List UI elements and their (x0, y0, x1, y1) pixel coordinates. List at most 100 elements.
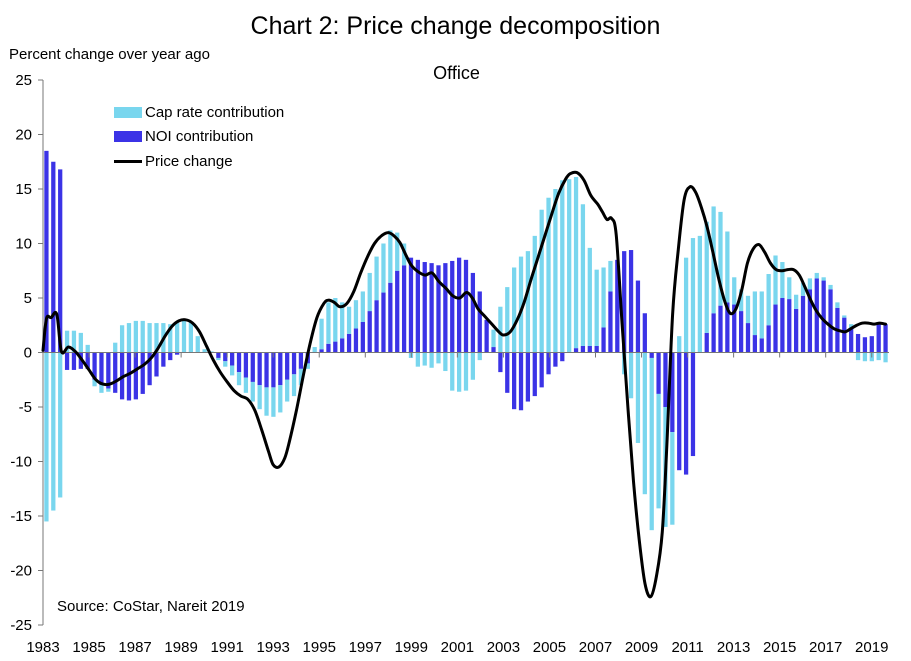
chart-title: Chart 2: Price change decomposition (250, 12, 661, 40)
noi-bar (580, 345, 586, 353)
axes-group (38, 79, 889, 626)
cap-rate-bar (704, 221, 709, 333)
cap-rate-bar (250, 381, 255, 402)
cap-rate-bar (690, 238, 696, 353)
cap-rate-bar (374, 256, 379, 301)
x-tick-label: 2007 (579, 639, 612, 656)
cap-rate-bar (92, 379, 97, 387)
cap-rate-bar (64, 330, 70, 353)
noi-bar (759, 338, 764, 353)
cap-rate-bar (491, 329, 496, 348)
noi-bar (560, 352, 565, 362)
cap-rate-bar (725, 231, 730, 303)
legend-label-price-change: Price change (145, 152, 233, 170)
noi-bar (360, 321, 365, 353)
x-tick-label: 2013 (717, 639, 750, 656)
legend-item-cap-rate: Cap rate contribution (114, 100, 284, 125)
cap-rate-bar (814, 272, 819, 279)
noi-bar (236, 352, 242, 373)
cap-rate-bar (525, 251, 531, 353)
noi-bar (532, 352, 537, 397)
cap-rate-bar (883, 352, 888, 363)
noi-bar (594, 345, 599, 353)
cap-rate-bar (738, 289, 744, 312)
noi-bar (683, 352, 689, 475)
noi-bar (415, 259, 420, 353)
noi-bar (353, 328, 359, 353)
noi-bar (85, 352, 90, 369)
noi-bar (690, 352, 696, 457)
legend-label-noi: NOI contribution (145, 128, 254, 146)
cap-rate-bar (209, 351, 214, 353)
noi-bar (381, 292, 386, 353)
noi-bar (326, 343, 331, 353)
noi-bar (71, 352, 77, 370)
cap-rate-bar (732, 277, 737, 305)
cap-rate-bar (99, 385, 104, 393)
noi-bar (821, 280, 826, 353)
noi-bar (787, 299, 792, 353)
noi-bar (773, 304, 778, 353)
cap-rate-bar (773, 255, 778, 305)
cap-rate-bar (800, 282, 806, 296)
cap-rate-bar (443, 352, 448, 372)
cap-rate-bar (697, 235, 702, 353)
cap-rate-bar (243, 377, 249, 393)
cap-rate-bar (580, 204, 586, 346)
noi-bar (408, 257, 414, 353)
legend-label-cap-rate: Cap rate contribution (145, 103, 285, 121)
cap-rate-bar (450, 352, 455, 391)
cap-rate-bar (326, 302, 331, 344)
cap-rate-bar (573, 177, 579, 349)
noi-bar (794, 308, 799, 353)
x-tick-label: 2019 (855, 639, 888, 656)
y-tick-label: -5 (19, 399, 32, 416)
cap-rate-bar (78, 332, 83, 353)
cap-rate-bar (539, 209, 544, 353)
x-tick-label: 1995 (303, 639, 336, 656)
noi-bar (814, 278, 819, 353)
cap-rate-bar (133, 320, 138, 353)
y-tick-label: 15 (15, 181, 32, 198)
noi-bar (319, 349, 324, 353)
cap-rate-bar (113, 342, 118, 353)
cap-rate-bar (683, 257, 689, 353)
cap-rate-bar (236, 372, 242, 386)
noi-bar (553, 352, 558, 367)
cap-rate-bar (635, 352, 641, 443)
cap-rate-bar (168, 324, 173, 353)
noi-bar (333, 341, 338, 353)
cap-rate-bar (780, 262, 785, 298)
x-tick-label: 2015 (763, 639, 796, 656)
noi-bar (250, 352, 255, 382)
cap-rate-bar (223, 361, 228, 367)
cap-rate-bar (305, 363, 310, 369)
noi-bar (498, 352, 503, 373)
noi-bar (622, 251, 627, 353)
cap-rate-bar (807, 278, 813, 290)
y-axis-label: Percent change over year ago (9, 46, 210, 63)
cap-rate-bar (649, 357, 654, 531)
noi-bar (436, 265, 441, 353)
cap-rate-bar (718, 211, 723, 306)
noi-bar (862, 337, 868, 353)
x-tick-label: 1997 (349, 639, 382, 656)
cap-rate-bar (415, 352, 420, 367)
noi-bar (518, 352, 524, 411)
cap-rate-bar (456, 352, 462, 392)
legend-item-price-change: Price change (114, 149, 284, 174)
cap-rate-bar (642, 352, 647, 495)
noi-bar (374, 300, 379, 353)
noi-bar (615, 259, 620, 353)
cap-rate-bar (181, 319, 187, 353)
cap-rate-bar (264, 387, 269, 416)
noi-bar (745, 323, 751, 353)
noi-bar (842, 317, 847, 353)
cap-rate-bar (821, 277, 826, 281)
cap-rate-bar (44, 352, 49, 522)
cap-rate-bar (285, 379, 290, 402)
noi-bar (298, 352, 304, 369)
noi-bar (429, 263, 434, 353)
cap-rate-bar (835, 302, 840, 308)
y-tick-label: 20 (15, 127, 32, 144)
